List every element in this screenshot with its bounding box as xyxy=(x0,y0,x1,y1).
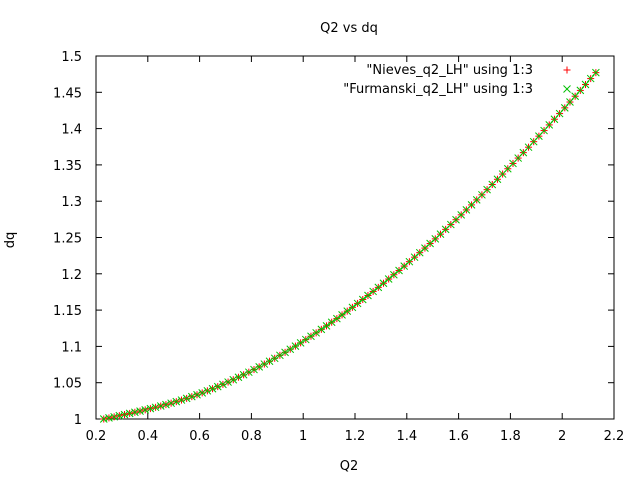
data-point xyxy=(592,68,600,77)
y-tick-label: 1.5 xyxy=(61,50,82,65)
x-tick-label: 1.8 xyxy=(500,429,521,444)
data-point xyxy=(400,262,409,270)
data-point xyxy=(167,399,175,408)
data-point xyxy=(581,80,590,89)
y-tick-label: 1.4 xyxy=(61,123,82,138)
data-point xyxy=(369,287,377,296)
data-point xyxy=(156,402,165,410)
data-point xyxy=(348,303,357,312)
x-tick-label: 0.2 xyxy=(86,429,107,444)
x-tick-label: 1.4 xyxy=(396,429,417,444)
data-point xyxy=(364,291,372,300)
data-point xyxy=(333,314,341,323)
y-tick-label: 1.3 xyxy=(61,195,82,210)
x-tick-label: 1.2 xyxy=(345,429,366,444)
legend: "Nieves_q2_LH" using 1:3 "Furmanski_q2_L… xyxy=(343,63,571,97)
data-point xyxy=(353,299,362,308)
data-point xyxy=(338,311,346,319)
x-tick-label: 0.6 xyxy=(189,429,210,444)
data-point xyxy=(177,396,186,404)
x-tick-label: 1.6 xyxy=(448,429,469,444)
series-nieves xyxy=(100,69,600,423)
data-point xyxy=(136,407,144,415)
data-point xyxy=(239,370,248,379)
data-point xyxy=(358,295,367,304)
x-tick-label: 2 xyxy=(558,429,566,444)
data-point xyxy=(374,283,383,292)
data-point xyxy=(379,279,388,288)
series-layer xyxy=(99,68,600,423)
data-point xyxy=(224,378,232,386)
y-tick-label: 1.15 xyxy=(53,304,82,319)
data-point xyxy=(395,266,403,275)
legend-marker-furmanski xyxy=(563,85,571,93)
data-point xyxy=(265,357,274,366)
x-tick-label: 2.2 xyxy=(604,429,625,444)
data-point xyxy=(384,275,393,283)
data-point xyxy=(151,403,160,412)
data-point xyxy=(208,384,217,393)
data-point xyxy=(322,322,331,330)
y-tick-label: 1.2 xyxy=(61,268,82,283)
data-point xyxy=(307,332,315,341)
legend-marker-nieves xyxy=(563,66,571,74)
data-point xyxy=(270,354,279,363)
x-tick-label: 0.4 xyxy=(137,429,158,444)
data-point xyxy=(234,373,243,382)
data-point xyxy=(198,389,207,397)
data-point xyxy=(146,404,155,413)
y-tick-label: 1.1 xyxy=(61,340,82,355)
data-point xyxy=(213,382,222,391)
data-point xyxy=(312,328,321,337)
data-point xyxy=(250,365,258,374)
data-point xyxy=(203,386,212,395)
data-point xyxy=(291,342,300,350)
data-point xyxy=(343,307,352,315)
y-axis-title: dq xyxy=(3,232,18,249)
data-point xyxy=(276,351,284,360)
plot-frame xyxy=(95,55,615,420)
legend-label-furmanski: "Furmanski_q2_LH" using 1:3 xyxy=(343,82,533,97)
data-point xyxy=(389,270,398,279)
x-axis-title: Q2 xyxy=(340,459,359,474)
axis-ticks: 0.2 0.4 0.6 0.8 1 1.2 1.4 1.6 1.8 2 2.2 1 1.05 1.1 1.1… xyxy=(53,50,624,444)
y-tick-label: 1.35 xyxy=(53,159,82,174)
y-tick-label: 1.45 xyxy=(53,86,82,101)
series-furmanski xyxy=(99,68,600,423)
data-point xyxy=(317,325,326,334)
data-point xyxy=(286,345,295,354)
data-point xyxy=(219,380,227,389)
data-point xyxy=(162,400,170,409)
data-point xyxy=(327,318,336,327)
data-point xyxy=(187,392,196,401)
data-point xyxy=(229,375,238,384)
data-point xyxy=(255,363,264,371)
legend-label-nieves: "Nieves_q2_LH" using 1:3 xyxy=(366,63,533,78)
x-tick-label: 0.8 xyxy=(241,429,262,444)
data-point xyxy=(260,360,269,368)
data-point xyxy=(281,348,289,357)
data-point xyxy=(244,368,253,377)
data-point xyxy=(586,74,595,83)
data-point xyxy=(301,335,310,344)
data-point xyxy=(141,405,150,414)
x-tick-label: 1 xyxy=(299,429,307,444)
data-point xyxy=(296,338,305,347)
y-tick-label: 1.25 xyxy=(53,232,82,247)
data-point xyxy=(182,394,191,403)
y-tick-label: 1 xyxy=(74,413,82,428)
data-point xyxy=(193,390,201,399)
chart-title: Q2 vs dq xyxy=(320,21,378,36)
y-tick-label: 1.05 xyxy=(53,377,82,392)
data-point xyxy=(172,397,181,406)
